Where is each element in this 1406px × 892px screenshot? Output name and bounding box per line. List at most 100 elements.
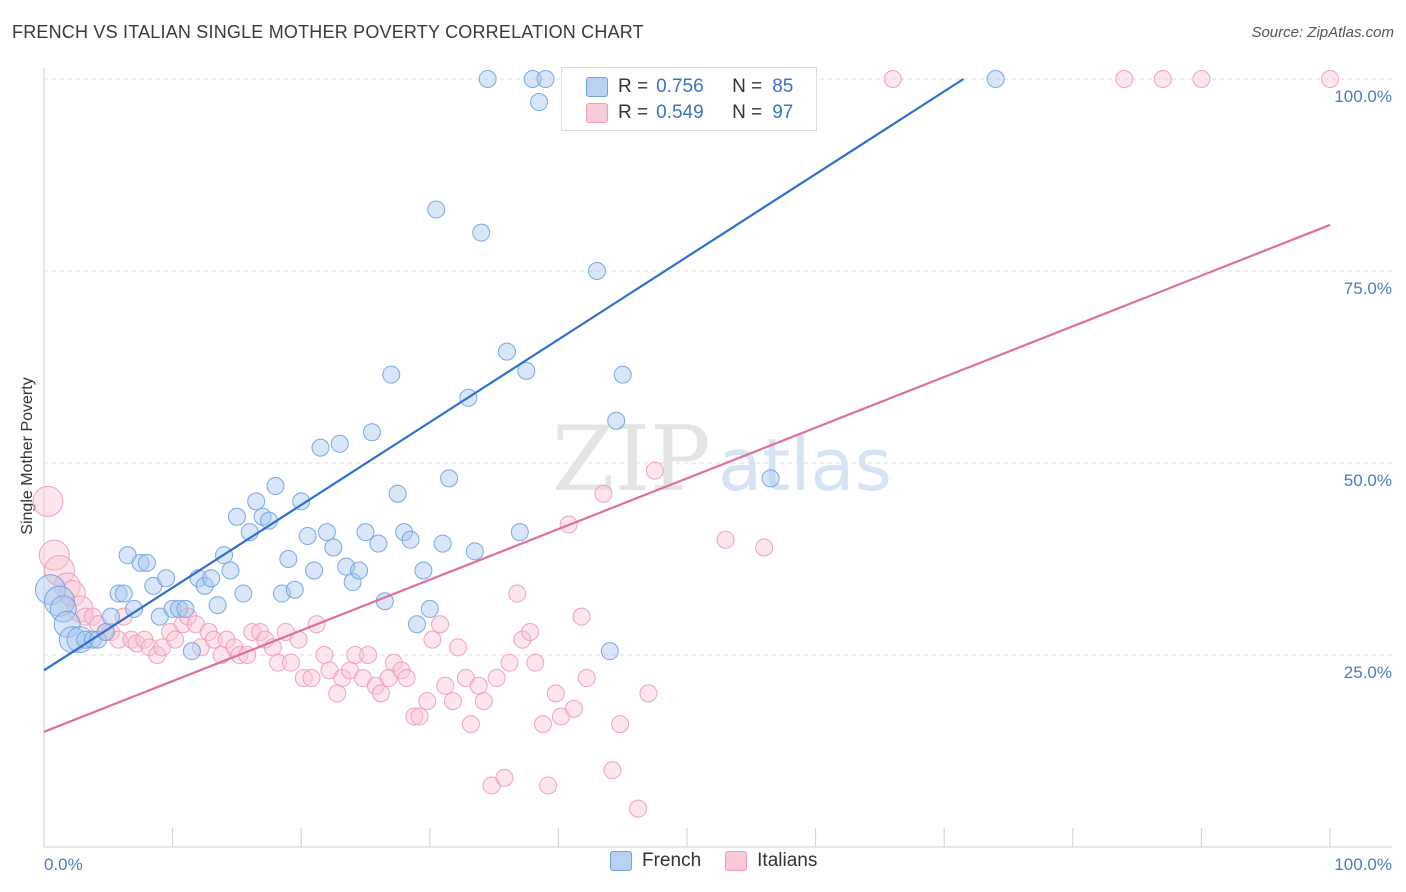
italian-point (495, 768, 514, 787)
chart-title: FRENCH VS ITALIAN SINGLE MOTHER POVERTY … (12, 22, 644, 42)
italian-point (302, 669, 321, 688)
italian-point (474, 692, 493, 711)
italian-point (513, 630, 532, 649)
french-point (440, 469, 459, 488)
french-point (202, 569, 221, 588)
french-point (362, 423, 381, 442)
french-point (266, 477, 285, 496)
italian-point (140, 638, 159, 657)
french-point (305, 561, 324, 580)
legend-swatch-italians (725, 851, 748, 871)
french-point (350, 561, 369, 580)
italian-point (1115, 70, 1134, 88)
italian-point (410, 707, 429, 726)
french-point (49, 595, 77, 623)
italian-point (487, 669, 506, 688)
y-tick-label-75: 75.0% (1344, 279, 1392, 298)
legend-row-french: R = 0.756 N = 85 (586, 75, 793, 99)
french-point (157, 569, 176, 588)
italian-point (328, 684, 347, 703)
italian-point (603, 761, 622, 780)
french-trend-line (43, 78, 965, 672)
french-point (234, 584, 253, 603)
legend-item-italians[interactable]: Italians (725, 850, 817, 872)
italian-point (204, 630, 223, 649)
french-point (101, 607, 120, 626)
italian-point (716, 530, 735, 549)
watermark: ZIP atlas (552, 407, 892, 512)
french-point (613, 365, 632, 384)
italian-point (371, 684, 390, 703)
italian-point (418, 692, 437, 711)
y-tick-label-50: 50.0% (1344, 471, 1392, 490)
series-legend: French Italians (610, 850, 841, 872)
french-point (986, 70, 1005, 88)
legend-swatch-french (610, 851, 632, 871)
french-point (761, 469, 780, 488)
french-point (401, 530, 420, 549)
legend-swatch-french (586, 77, 608, 97)
italian-point (217, 630, 236, 649)
x-tick-labels: 0.0% 100.0% (44, 855, 1392, 874)
legend-n-label: N = (732, 102, 763, 123)
italian-point (315, 646, 334, 664)
italian-point (1321, 70, 1339, 88)
french-point (510, 523, 529, 542)
french-point (523, 70, 542, 88)
french-point (395, 523, 414, 542)
french-point (465, 542, 484, 561)
french-point (330, 434, 349, 453)
x-tick-label-max: 100.0% (1334, 855, 1392, 874)
italian-point (333, 669, 352, 688)
legend-r-value: 0.549 (656, 102, 704, 123)
french-point (292, 492, 311, 511)
french-point (247, 492, 266, 511)
french-point (208, 596, 227, 615)
italian-point (645, 461, 664, 480)
italians-trend-line (43, 223, 1331, 733)
french-point (427, 200, 446, 219)
y-tick-labels: 25.0% 50.0% 75.0% 100.0% (1334, 87, 1392, 682)
italian-point (1153, 70, 1172, 88)
italian-point (577, 669, 596, 688)
french-point (356, 523, 375, 542)
italian-point (469, 676, 488, 695)
watermark-atlas: atlas (718, 423, 892, 507)
italian-point (443, 692, 462, 711)
french-point (195, 576, 214, 595)
french-point (343, 573, 362, 592)
french-point (285, 580, 304, 599)
french-point (478, 70, 497, 88)
italian-point (32, 485, 64, 517)
legend-n-value: 85 (772, 76, 794, 97)
french-point (324, 538, 343, 557)
italian-point (526, 653, 545, 672)
french-point (176, 599, 195, 618)
italian-point (1192, 70, 1211, 88)
italian-point (594, 484, 613, 503)
french-point (317, 523, 336, 542)
italian-point (546, 684, 565, 703)
legend-n-label: N = (732, 76, 763, 97)
italian-point (166, 630, 185, 649)
italian-point (883, 70, 902, 88)
french-point (221, 561, 240, 580)
french-point (163, 599, 182, 618)
french-point (382, 365, 401, 384)
italian-point (436, 676, 455, 695)
gridlines (44, 78, 1392, 656)
legend-r-value: 0.756 (656, 76, 704, 97)
italian-point (294, 669, 313, 688)
french-point (472, 223, 491, 242)
italian-point (521, 622, 540, 641)
legend-label-french: French (642, 850, 702, 871)
french-point (125, 599, 144, 618)
italian-point (269, 653, 288, 672)
trend-lines (43, 78, 1331, 733)
legend-n-value: 97 (772, 102, 794, 123)
french-point (89, 630, 108, 649)
french-point (414, 561, 433, 580)
french-point (131, 553, 150, 572)
legend-item-french[interactable]: French (610, 850, 701, 872)
